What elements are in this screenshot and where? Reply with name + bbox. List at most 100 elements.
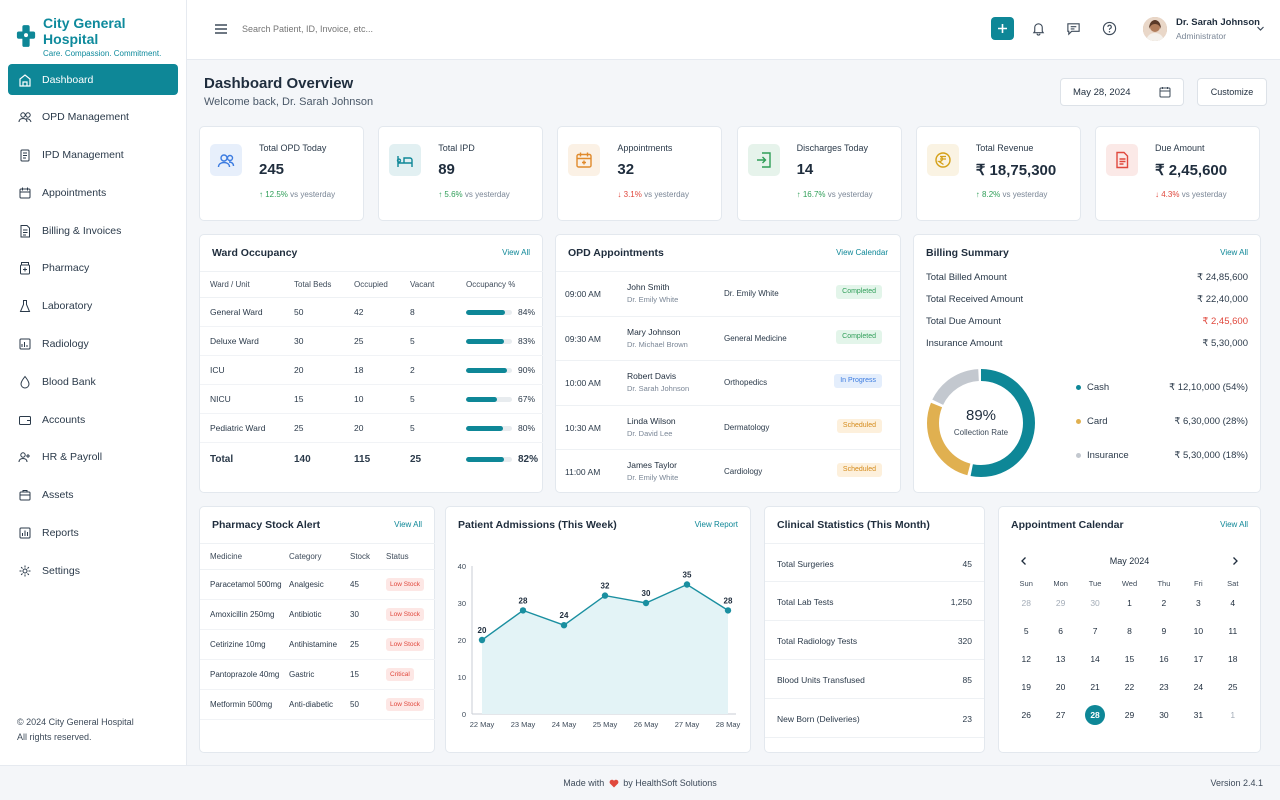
stat-card[interactable]: Appointments 32 ↓ 3.1% vs yesterday [557, 126, 723, 221]
calendar-day[interactable]: 5 [1009, 621, 1043, 649]
sidebar-item-dashboard[interactable]: Dashboard [8, 64, 178, 95]
view-all-link[interactable]: View All [1220, 248, 1248, 257]
bell-icon[interactable] [1031, 21, 1046, 36]
x-tick-label: 25 May [593, 720, 618, 729]
stat-card[interactable]: Total Revenue ₹ 18,75,300 ↑ 8.2% vs yester… [915, 126, 1081, 221]
customize-button[interactable]: Customize [1197, 78, 1267, 106]
calendar-day[interactable]: 13 [1043, 649, 1077, 677]
calendar-day-selected[interactable]: 28 [1078, 705, 1112, 733]
sidebar-item-assets[interactable]: Assets [8, 480, 178, 511]
sidebar-item-appointments[interactable]: Appointments [8, 177, 178, 208]
view-calendar-link[interactable]: View Calendar [836, 248, 888, 257]
chevron-right-icon[interactable] [1230, 556, 1240, 566]
calendar-day[interactable]: 29 [1043, 593, 1077, 621]
list-item[interactable]: 09:00 AM John Smith Dr. Emily White Dr. Emi… [556, 271, 900, 315]
list-item[interactable]: 10:00 AM Robert Davis Dr. Sarah Johnson Ort… [556, 360, 900, 404]
search-input[interactable] [242, 18, 542, 40]
calendar-day[interactable]: 20 [1043, 677, 1077, 705]
calendar-day[interactable]: 1 [1216, 705, 1250, 733]
chevron-left-icon[interactable] [1019, 556, 1029, 566]
stat-card[interactable]: Discharges Today 14 ↑ 16.7% vs yesterday [736, 126, 902, 221]
message-icon[interactable] [1066, 21, 1081, 36]
calendar-day[interactable]: 6 [1043, 621, 1077, 649]
sidebar-item-opd-management[interactable]: OPD Management [8, 102, 178, 133]
calendar-day[interactable]: 11 [1216, 621, 1250, 649]
sidebar-item-reports[interactable]: Reports [8, 518, 178, 549]
calendar-day[interactable]: 10 [1181, 621, 1215, 649]
calendar-day[interactable]: 22 [1112, 677, 1146, 705]
calendar-day[interactable]: 29 [1112, 705, 1146, 733]
chevron-down-icon[interactable] [1256, 24, 1265, 33]
top-bar: Dr. Sarah Johnson Administrator [187, 0, 1280, 60]
stat-change-value: 8.2% [982, 190, 1001, 199]
pharmacy-stock-card: Pharmacy Stock Alert View All Medicine Ca… [199, 506, 435, 753]
stat-label: Due Amount [1155, 143, 1205, 153]
calendar-day[interactable]: 25 [1216, 677, 1250, 705]
stat-card[interactable]: Due Amount ₹ 2,45,600 ↓ 4.3% vs yesterday [1095, 126, 1260, 221]
calendar-day[interactable]: 23 [1147, 677, 1181, 705]
sidebar-item-settings[interactable]: Settings [8, 555, 178, 586]
calendar-day[interactable]: 7 [1078, 621, 1112, 649]
calendar-day[interactable]: 30 [1078, 593, 1112, 621]
calendar-day[interactable]: 4 [1216, 593, 1250, 621]
avatar[interactable] [1143, 17, 1167, 41]
stat-card[interactable]: Total IPD 89 ↑ 5.6% vs yesterday [378, 126, 544, 221]
sidebar-item-hr-payroll[interactable]: HR & Payroll [8, 442, 178, 473]
calendar-day[interactable]: 18 [1216, 649, 1250, 677]
view-all-link[interactable]: View All [502, 248, 530, 257]
calendar-day[interactable]: 31 [1181, 705, 1215, 733]
calendar-day[interactable]: 8 [1112, 621, 1146, 649]
sidebar-item-blood-bank[interactable]: Blood Bank [8, 366, 178, 397]
calendar-day[interactable]: 27 [1043, 705, 1077, 733]
ward-table: Ward / Unit Total Beds Occupied Vacant Occup… [200, 271, 543, 476]
sidebar-item-ipd-management[interactable]: IPD Management [8, 140, 178, 171]
brand-name: City General Hospital [43, 14, 126, 47]
view-all-link[interactable]: View All [1220, 520, 1248, 529]
brand[interactable]: City General Hospital Care. Compassion. … [0, 0, 186, 58]
calendar-day[interactable]: 17 [1181, 649, 1215, 677]
admissions-chart: 0 10 20 30 40 20 22 May 28 23 May 24 24 May 32 25 Ma… [458, 562, 741, 729]
view-all-link[interactable]: View All [394, 520, 422, 529]
calendar-day[interactable]: 21 [1078, 677, 1112, 705]
calendar-day[interactable]: 16 [1147, 649, 1181, 677]
list-item[interactable]: 11:00 AM James Taylor Dr. Emily White Cardi… [556, 449, 900, 493]
doctor-name: Dr. David Lee [627, 428, 673, 438]
sidebar-item-laboratory[interactable]: Laboratory [8, 291, 178, 322]
list-item[interactable]: 10:30 AM Linda Wilson Dr. David Lee Dermato… [556, 404, 900, 449]
calendar-day[interactable]: 26 [1009, 705, 1043, 733]
weekday-label: Sat [1227, 579, 1239, 588]
y-tick-label: 0 [462, 710, 466, 719]
list-item[interactable]: 09:30 AM Mary Johnson Dr. Michael Brown Gen… [556, 315, 900, 360]
legend-dot [1076, 418, 1081, 424]
help-icon[interactable] [1102, 21, 1117, 36]
menu-icon[interactable] [214, 22, 228, 36]
occupancy-pct: 90% [518, 365, 536, 375]
sidebar-item-accounts[interactable]: Accounts [8, 404, 178, 435]
calendar-day[interactable]: 24 [1181, 677, 1215, 705]
cell-vacant: 5 [410, 413, 466, 443]
view-report-link[interactable]: View Report [694, 520, 738, 529]
calendar-day[interactable]: 15 [1112, 649, 1146, 677]
sidebar-item-billing-invoices[interactable]: Billing & Invoices [8, 215, 178, 246]
calendar-day[interactable]: 28 [1009, 593, 1043, 621]
sidebar-item-radiology[interactable]: Radiology [8, 329, 178, 360]
add-button[interactable] [991, 17, 1014, 40]
cell-occupancy: 83% [466, 326, 543, 356]
pharmacy-table: Medicine Category Stock Status Paracetamol … [200, 543, 435, 720]
user-name[interactable]: Dr. Sarah Johnson [1176, 17, 1260, 28]
weekday-label: Wed [1121, 579, 1138, 588]
version: Version 2.4.1 [1210, 778, 1263, 788]
date-picker[interactable]: May 28, 2024 [1060, 78, 1184, 106]
calendar-day[interactable]: 30 [1147, 705, 1181, 733]
calendar-day[interactable]: 2 [1147, 593, 1181, 621]
calendar-day[interactable]: 14 [1078, 649, 1112, 677]
calendar-day[interactable]: 3 [1181, 593, 1215, 621]
stat-card[interactable]: Total OPD Today 245 ↑ 12.5% vs yesterday [199, 126, 364, 221]
calendar-day[interactable]: 9 [1147, 621, 1181, 649]
sidebar-item-pharmacy[interactable]: Pharmacy [8, 253, 178, 284]
calendar-day[interactable]: 1 [1112, 593, 1146, 621]
calendar-day[interactable]: 19 [1009, 677, 1043, 705]
calendar-day[interactable]: 12 [1009, 649, 1043, 677]
billing-value: ₹ 24,85,600 [1197, 272, 1248, 283]
series-area [482, 584, 728, 714]
